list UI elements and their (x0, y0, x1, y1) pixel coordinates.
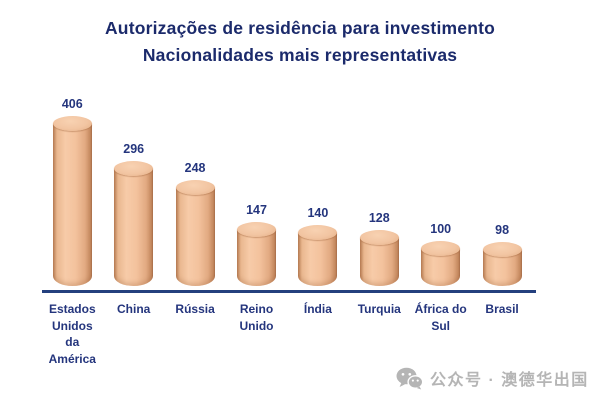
bar-value-label: 296 (123, 142, 145, 156)
cylinder-top (237, 222, 276, 237)
category-label-line: Unido (239, 318, 274, 333)
category-label: Turquia (333, 301, 425, 318)
chart-title-line2: Nacionalidades mais representativas (142, 45, 458, 65)
chart-title: Autorizações de residência para investim… (0, 15, 600, 69)
category-label: China (88, 301, 180, 318)
category-label-line: África do (414, 302, 467, 316)
cylinder-top (482, 242, 522, 257)
bar-value-label: 128 (368, 211, 390, 225)
cylinder-body (237, 229, 276, 286)
category-label: Brasil (456, 301, 548, 318)
bar-value-label: 98 (495, 223, 510, 237)
cylinder-body (52, 123, 92, 286)
category-label-line: Reino (239, 302, 274, 316)
category-label-line: América (48, 351, 96, 366)
category-label: África do Sul (395, 301, 487, 334)
bar-cylinder (237, 222, 276, 286)
bar-cylinder (359, 230, 399, 286)
x-axis-line (42, 290, 536, 293)
cylinder-body (175, 187, 215, 286)
cylinder-top (114, 161, 154, 176)
category-label: Estados Unidos da América (26, 301, 118, 367)
bar-group: 98 (472, 223, 532, 286)
category-label-line: Índia (303, 302, 332, 316)
wechat-icon (396, 367, 423, 389)
cylinder-body (298, 232, 338, 286)
bar-value-label: 147 (246, 203, 267, 217)
bar-value-label: 140 (307, 206, 329, 220)
bar-cylinder (114, 161, 154, 286)
bar-cylinder (175, 180, 215, 286)
category-label-line: China (117, 302, 151, 316)
watermark-text: 公众号 · 澳德华出国 (430, 372, 589, 389)
category-label-line: da (65, 335, 80, 349)
cylinder-top (298, 225, 338, 240)
watermark: 公众号 · 澳德华出国 (396, 366, 589, 390)
bar-group: 100 (411, 222, 471, 286)
cylinder-top (359, 230, 399, 245)
bar-group: 296 (104, 142, 164, 286)
bar-value-label: 406 (61, 97, 83, 111)
category-label: Rússia (149, 301, 241, 318)
chart-title-line1: Autorizações de residência para investim… (104, 18, 496, 38)
bar-cylinder (52, 116, 92, 286)
bar-value-label: 248 (184, 161, 206, 175)
bar-group: 248 (165, 161, 225, 286)
bar-group: 128 (349, 211, 409, 286)
cylinder-body (359, 237, 399, 286)
bar-group: 140 (288, 206, 348, 286)
cylinder-top (421, 241, 461, 256)
category-label: Índia (272, 301, 364, 318)
category-label: Reino Unido (211, 301, 303, 334)
bar-group: 147 (227, 203, 287, 286)
cylinder-top (175, 180, 215, 195)
bar-group: 406 (42, 97, 102, 286)
cylinder-body (114, 168, 154, 286)
bar-value-label: 100 (430, 222, 452, 236)
category-label-line: Unidos (51, 318, 93, 333)
category-label-line: Brasil (485, 302, 519, 316)
bar-cylinder (482, 242, 522, 286)
bar-cylinder (298, 225, 338, 286)
category-label-line: Turquia (357, 302, 401, 316)
category-label-line: Rússia (175, 302, 215, 316)
bar-cylinder (421, 241, 461, 286)
cylinder-top (52, 116, 92, 131)
category-label-line: Sul (431, 318, 451, 333)
category-label-line: Estados (48, 302, 96, 316)
